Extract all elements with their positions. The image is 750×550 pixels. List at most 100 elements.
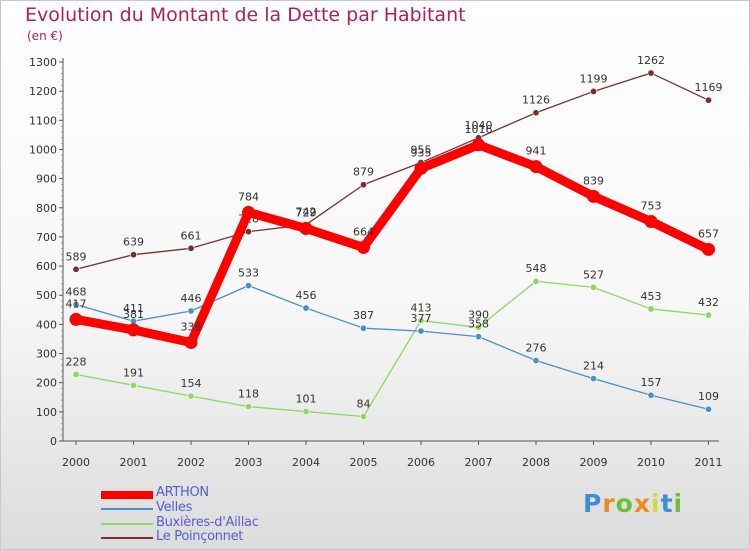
legend-swatch [101,508,153,510]
data-point [532,277,540,285]
data-label: 1040 [465,119,493,132]
data-point [702,242,715,256]
data-label: 661 [181,229,202,242]
data-label: 109 [698,390,719,403]
proxiti-logo: Proxiti [583,489,683,518]
data-point [417,317,425,325]
x-tick-label: 2011 [695,456,723,469]
data-point [130,251,138,259]
y-tick-label: 600 [36,260,57,273]
x-tick-label: 2008 [522,456,550,469]
data-point [472,138,485,152]
data-point [647,69,655,77]
data-point [532,357,540,365]
data-label: 387 [353,309,374,322]
x-tick-label: 2010 [637,456,665,469]
data-point [704,96,712,104]
data-label: 101 [296,393,317,406]
data-point [644,214,658,228]
y-tick-label: 1300 [29,56,57,69]
y-tick-label: 900 [36,173,57,186]
y-tick-label: 1100 [29,114,57,127]
data-label: 191 [123,366,144,379]
data-point [474,333,482,341]
data-point [587,189,600,203]
x-tick-label: 2009 [580,456,608,469]
data-label: 1126 [522,94,550,107]
series-buxi-res-d-aillac: 228 191 154 118 101 84 413 390 548 527 453 432 [66,262,719,421]
data-point [302,304,310,312]
data-label: 784 [238,190,259,203]
data-point [359,324,367,332]
y-tick-label: 0 [50,435,57,448]
data-label: 453 [641,290,662,303]
x-tick-label: 2003 [235,456,263,469]
data-label: 548 [526,262,547,275]
data-point [647,391,655,399]
logo-letter: i [673,489,684,518]
x-tick-label: 2006 [407,456,435,469]
data-label: 228 [66,356,87,369]
y-tick-label: 500 [36,289,57,302]
chart-title: Evolution du Montant de la Dette par Hab… [25,4,466,26]
data-point [72,371,80,379]
x-tick-label: 2001 [120,456,148,469]
data-label: 639 [123,236,144,249]
data-label: 432 [698,296,719,309]
y-tick-label: 1000 [29,143,57,156]
data-label: 589 [66,250,87,263]
data-point [245,403,253,411]
chart-unit-label: (en €) [27,29,63,43]
x-tick-label: 2002 [177,456,205,469]
data-label: 1262 [637,54,665,67]
data-point [187,244,195,252]
y-tick-label: 200 [36,377,57,390]
data-point [184,335,198,349]
data-label: 154 [181,377,202,390]
data-label: 955 [411,144,432,157]
logo-letter: i [651,489,661,518]
data-point [69,312,83,326]
data-point [242,205,255,219]
logo-letter: o [615,489,634,518]
data-label: 411 [123,302,144,315]
data-point [72,301,80,309]
y-tick-label: 800 [36,202,57,215]
x-tick-label: 2000 [62,456,90,469]
data-point [474,323,482,331]
legend-swatch [101,491,153,499]
data-label: 839 [583,174,604,187]
data-label: 935 [411,146,432,159]
data-label: 413 [411,302,432,315]
y-tick-label: 700 [36,231,57,244]
data-label: 381 [123,308,144,321]
data-point [647,305,655,313]
data-label: 377 [411,312,432,325]
data-label: 214 [583,360,604,373]
data-label: 157 [641,376,662,389]
legend-label: ARTHON [156,485,209,500]
data-label: 417 [66,297,87,310]
series-arthon: 417 381 338 784 729 664 935 1016 941 839 753 657 [66,123,719,349]
data-label: 456 [296,289,317,302]
logo-letter: r [602,489,616,518]
data-label: 753 [641,199,662,212]
data-point [127,323,140,337]
data-label: 879 [353,166,374,179]
legend-label: Le Poinçonnet [156,529,244,544]
data-point [187,392,195,400]
series-line [75,72,710,270]
data-point [72,265,80,273]
data-label: 742 [296,206,317,219]
data-point [589,375,597,383]
data-point [589,283,597,291]
data-label: 657 [698,227,719,240]
x-tick-label: 2004 [292,456,320,469]
logo-letter: P [583,489,603,518]
data-point [245,282,253,290]
data-label: 1169 [695,81,723,94]
data-label: 1199 [580,72,608,85]
data-point [299,221,313,235]
